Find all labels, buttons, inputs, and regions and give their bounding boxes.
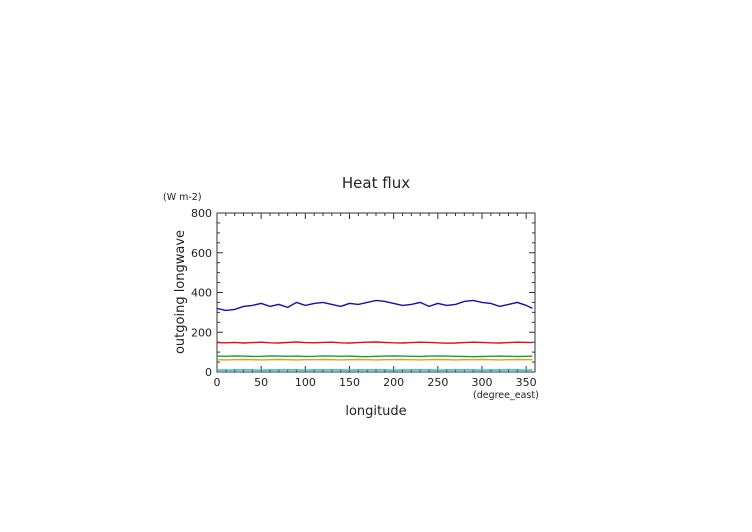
y-axis-unit: (W m-2) xyxy=(163,192,202,203)
x-tick-label: 150 xyxy=(339,376,360,389)
x-tick-label: 50 xyxy=(254,376,268,389)
tick-labels: 0 50 100 150 200 250 300 350 0 200 400 600 800 xyxy=(191,207,537,389)
y-axis-title: outgoing longwave xyxy=(173,230,188,354)
x-axis-unit: (degree_east) xyxy=(473,390,539,401)
x-axis-title: longitude xyxy=(345,404,406,419)
series-line-3 xyxy=(216,355,533,358)
series-line-2 xyxy=(216,341,533,344)
axis-ticks xyxy=(216,212,536,373)
y-tick-label: 400 xyxy=(191,287,212,300)
x-tick-label: 200 xyxy=(383,376,404,389)
x-tick-label: 350 xyxy=(516,376,537,389)
series-line-1 xyxy=(216,299,533,312)
series-lines xyxy=(216,299,533,371)
chart-title: Heat flux xyxy=(342,174,410,192)
x-tick-label: 300 xyxy=(472,376,493,389)
x-tick-label: 0 xyxy=(214,376,221,389)
plot-area-frame xyxy=(216,212,536,373)
y-tick-label: 600 xyxy=(191,247,212,260)
y-tick-label: 800 xyxy=(191,207,212,220)
x-tick-label: 250 xyxy=(427,376,448,389)
y-tick-label: 0 xyxy=(205,366,212,379)
x-tick-label: 100 xyxy=(295,376,316,389)
y-tick-label: 200 xyxy=(191,326,212,339)
